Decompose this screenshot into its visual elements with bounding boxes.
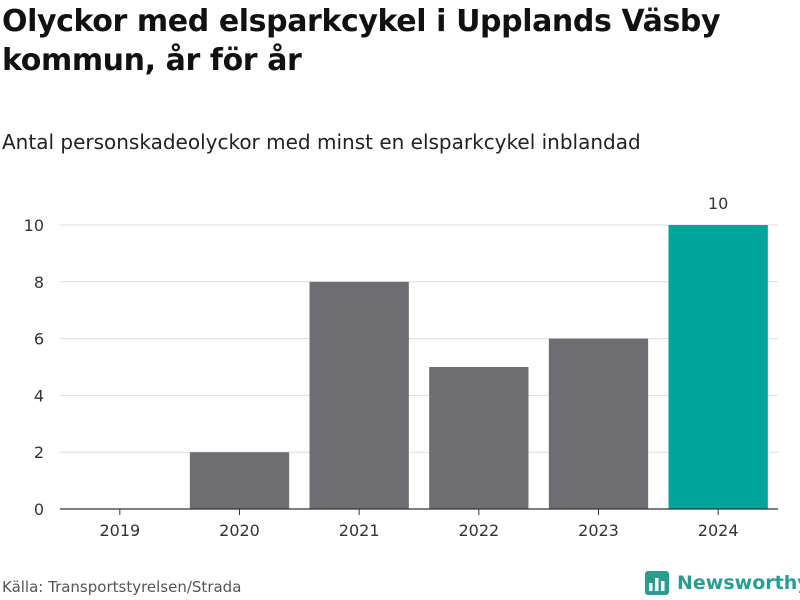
chart-title: Olyckor med elsparkcykel i Upplands Väsb… — [2, 4, 721, 78]
source-note: Källa: Transportstyrelsen/Strada — [2, 578, 242, 596]
data-labels: 10 — [708, 194, 728, 213]
y-tick-label: 2 — [34, 443, 44, 462]
brand-logo: Newsworthy — [645, 571, 800, 595]
gridlines — [60, 224, 778, 453]
y-tick-label: 10 — [24, 216, 44, 235]
x-tick-label: 2024 — [698, 521, 739, 540]
x-axis-ticks: 2019 2020 2021 2022 2023 2024 — [60, 508, 778, 540]
x-tick-label: 2022 — [458, 521, 499, 540]
bar-2023 — [548, 338, 649, 509]
y-tick-label: 6 — [34, 330, 44, 349]
bar-2022 — [429, 367, 529, 509]
x-tick-label: 2023 — [578, 521, 619, 540]
bar-2021 — [309, 281, 409, 509]
y-axis-ticks: 0 2 4 6 8 10 — [24, 216, 44, 519]
y-tick-label: 8 — [34, 273, 44, 292]
brand-name: Newsworthy — [677, 572, 800, 594]
x-tick-label: 2019 — [99, 521, 140, 540]
bars — [189, 225, 768, 509]
data-label: 10 — [708, 194, 728, 213]
bar-chart-logo-icon — [645, 571, 669, 595]
chart-subtitle: Antal personskadeolyckor med minst en el… — [2, 130, 641, 154]
bar-2024 — [668, 225, 768, 509]
y-tick-label: 0 — [34, 500, 44, 519]
x-tick-label: 2020 — [219, 521, 260, 540]
x-tick-label: 2021 — [339, 521, 380, 540]
bar-chart: 0 2 4 6 8 10 2019 2020 2021 2022 2023 2024 10 — [24, 194, 778, 540]
bar-2020 — [189, 452, 290, 509]
y-tick-label: 4 — [34, 386, 44, 405]
